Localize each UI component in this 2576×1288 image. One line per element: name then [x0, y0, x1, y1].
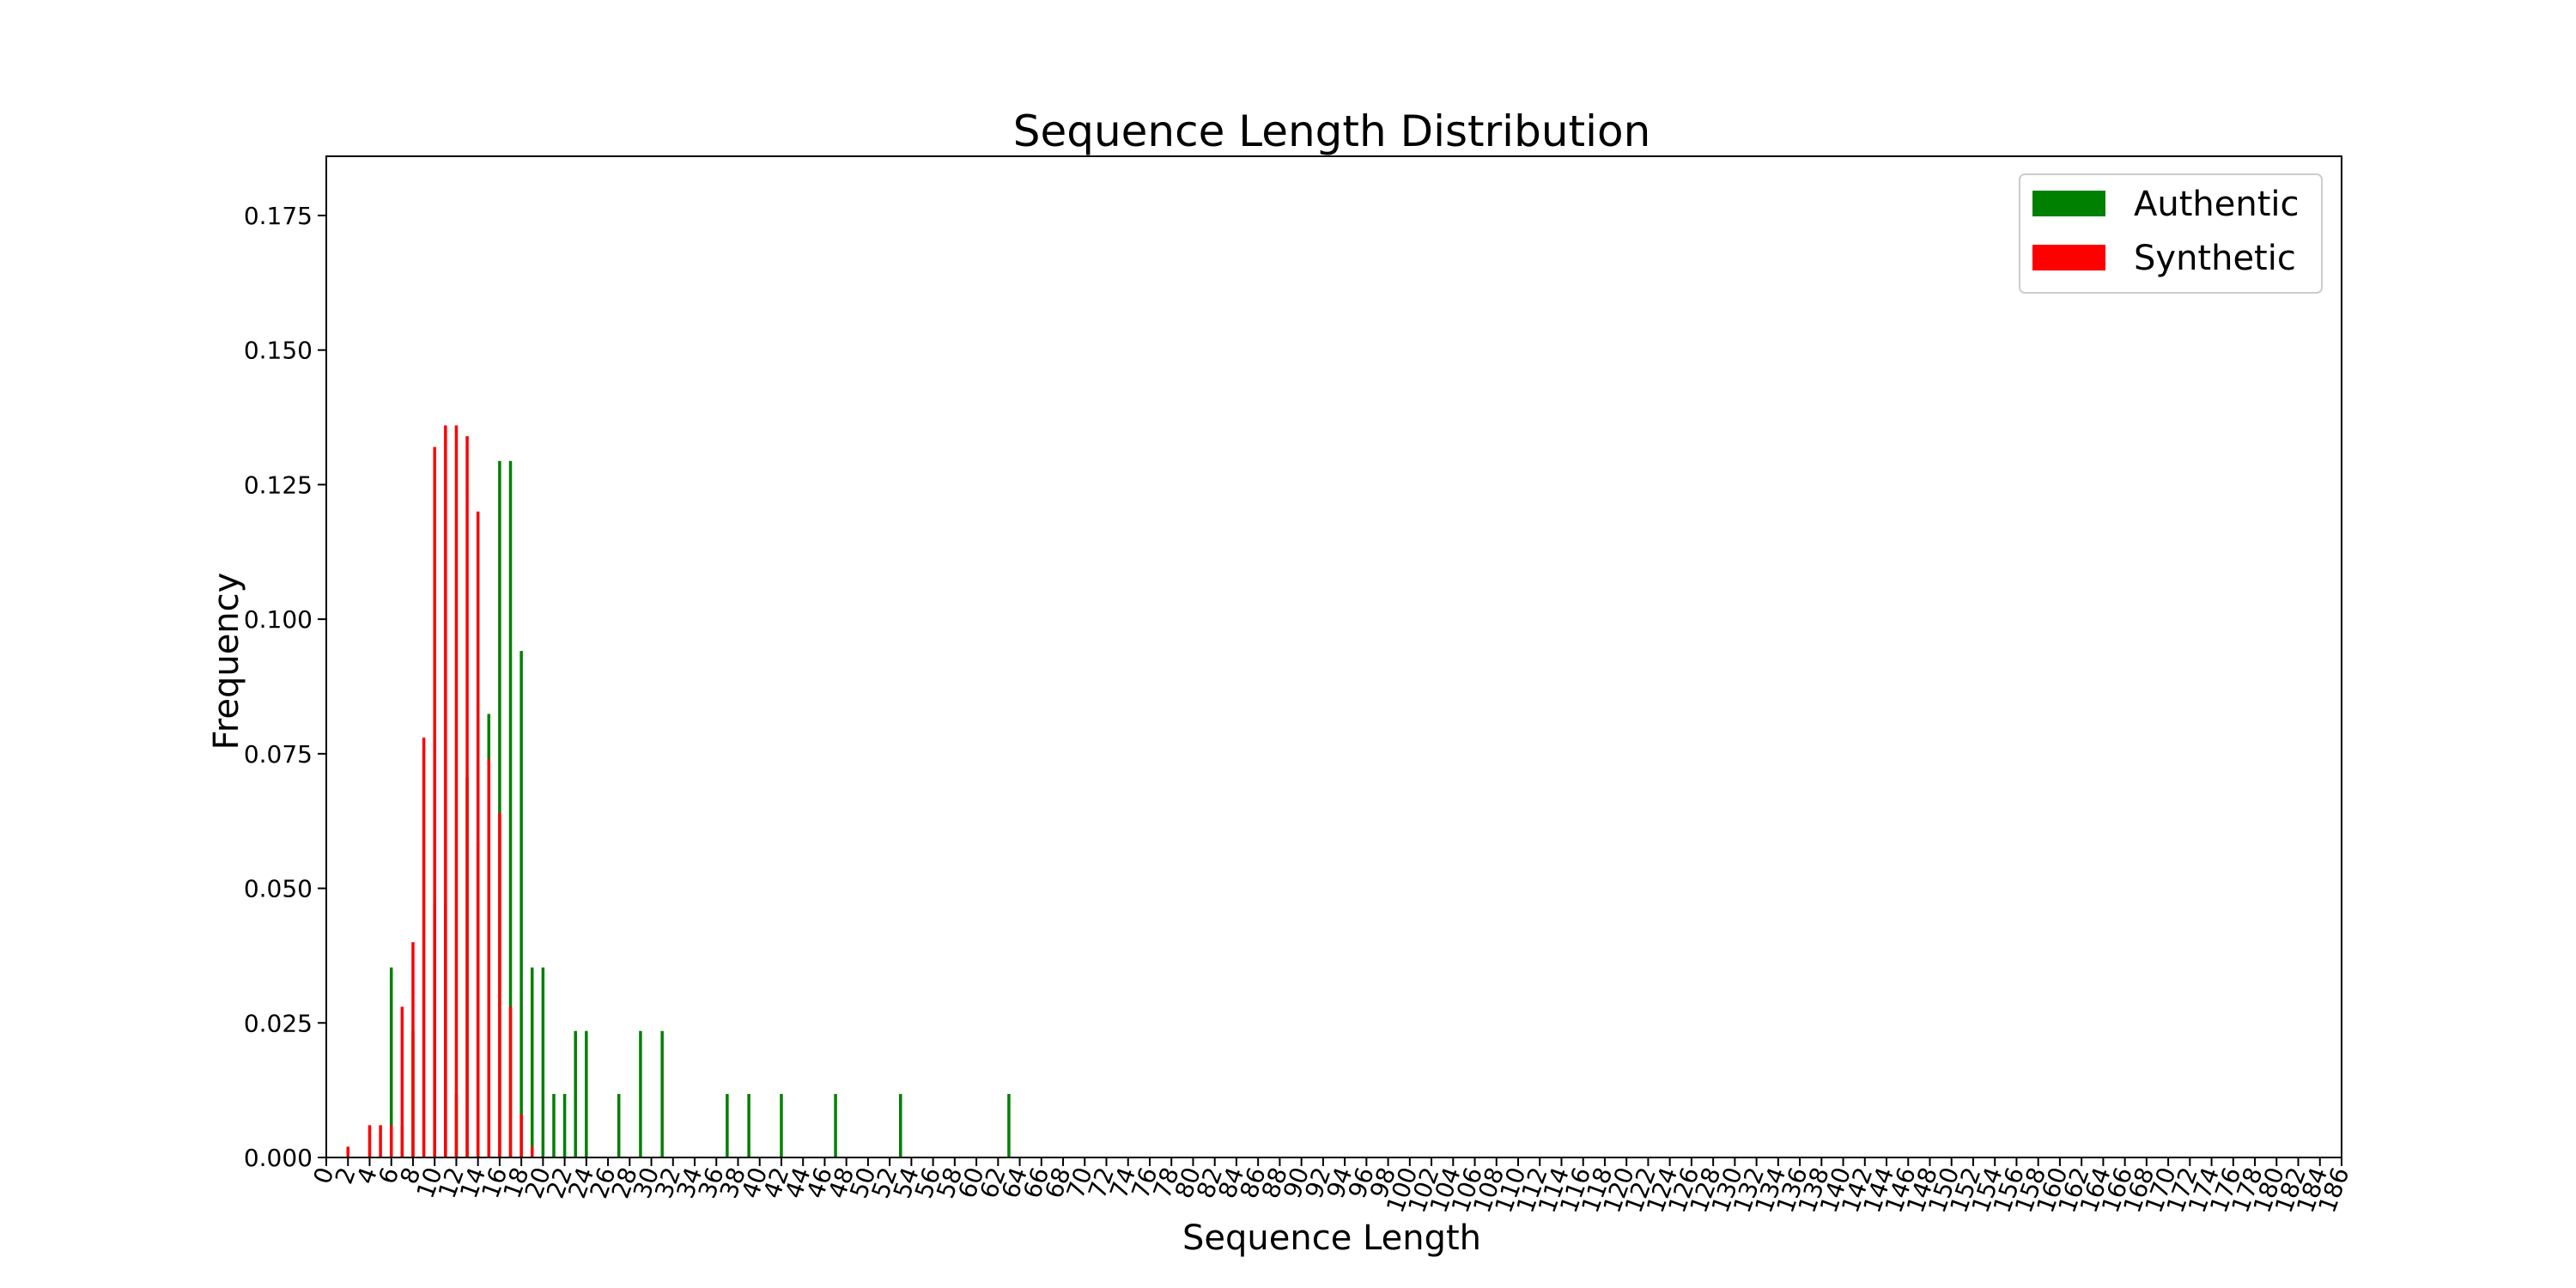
y-tick-label: 0.075 [244, 740, 313, 769]
x-axis-label: Sequence Length [1182, 1218, 1481, 1258]
y-tick-label: 0.000 [244, 1144, 313, 1172]
y-tick-label: 0.050 [244, 875, 313, 903]
bar-authentic-39 [747, 1094, 750, 1157]
axes-frame [325, 155, 2342, 1158]
bar-authentic-16 [498, 460, 501, 1157]
bar-synthetic-11 [433, 447, 436, 1157]
legend: Authentic Synthetic [2019, 173, 2323, 294]
bars-group [346, 425, 1011, 1158]
bar-synthetic-15 [476, 511, 480, 1157]
bar-authentic-31 [660, 1030, 664, 1157]
y-tick-label: 0.125 [244, 471, 313, 499]
y-axis-label: Frequency [207, 573, 246, 750]
bar-synthetic-13 [454, 425, 459, 1157]
bar-synthetic-16 [487, 759, 491, 1157]
bar-synthetic-18 [508, 1006, 513, 1157]
bar-authentic-27 [617, 1094, 621, 1157]
bar-synthetic-3 [346, 1146, 349, 1157]
bar-authentic-63 [1007, 1094, 1011, 1157]
y-tick-label: 0.025 [244, 1009, 313, 1037]
bar-authentic-17 [508, 460, 513, 1157]
bar-synthetic-5 [368, 1125, 372, 1157]
bar-authentic-22 [562, 1094, 567, 1157]
bar-synthetic-14 [465, 435, 469, 1158]
legend-swatch-authentic [2032, 191, 2105, 216]
axes: 0.000 0.025 0.050 0.075 0.100 0.125 0.150 0.175… [244, 155, 2355, 1217]
bar-synthetic-6 [379, 1125, 382, 1157]
bar-authentic-42 [780, 1094, 783, 1157]
bar-synthetic-10 [422, 738, 426, 1157]
bar-synthetic-12 [444, 425, 447, 1157]
legend-label-authentic: Authentic [2134, 185, 2300, 224]
bar-authentic-23 [574, 1030, 577, 1157]
bar-synthetic-20 [531, 1146, 534, 1157]
bar-synthetic-9 [411, 942, 415, 1157]
bar-synthetic-17 [498, 812, 501, 1157]
legend-swatch-synthetic [2032, 245, 2105, 270]
bar-synthetic-8 [400, 1006, 404, 1157]
bar-authentic-24 [585, 1030, 588, 1157]
chart-title: Sequence Length Distribution [1013, 106, 1651, 156]
bar-synthetic-19 [519, 1114, 523, 1157]
bar-authentic-37 [726, 1094, 729, 1157]
bar-synthetic-7 [389, 1125, 393, 1157]
bar-authentic-21 [552, 1094, 556, 1157]
y-tick-label: 0.100 [244, 605, 313, 634]
legend-label-synthetic: Synthetic [2134, 239, 2296, 278]
bar-authentic-6 [389, 967, 393, 1157]
bar-authentic-20 [541, 967, 545, 1157]
bar-authentic-47 [834, 1094, 837, 1157]
y-tick-label: 0.175 [244, 202, 313, 230]
bar-authentic-19 [531, 967, 534, 1157]
y-tick-label: 0.150 [244, 337, 313, 365]
bar-authentic-18 [519, 651, 523, 1157]
bar-authentic-53 [899, 1094, 902, 1157]
bar-authentic-29 [639, 1030, 642, 1157]
